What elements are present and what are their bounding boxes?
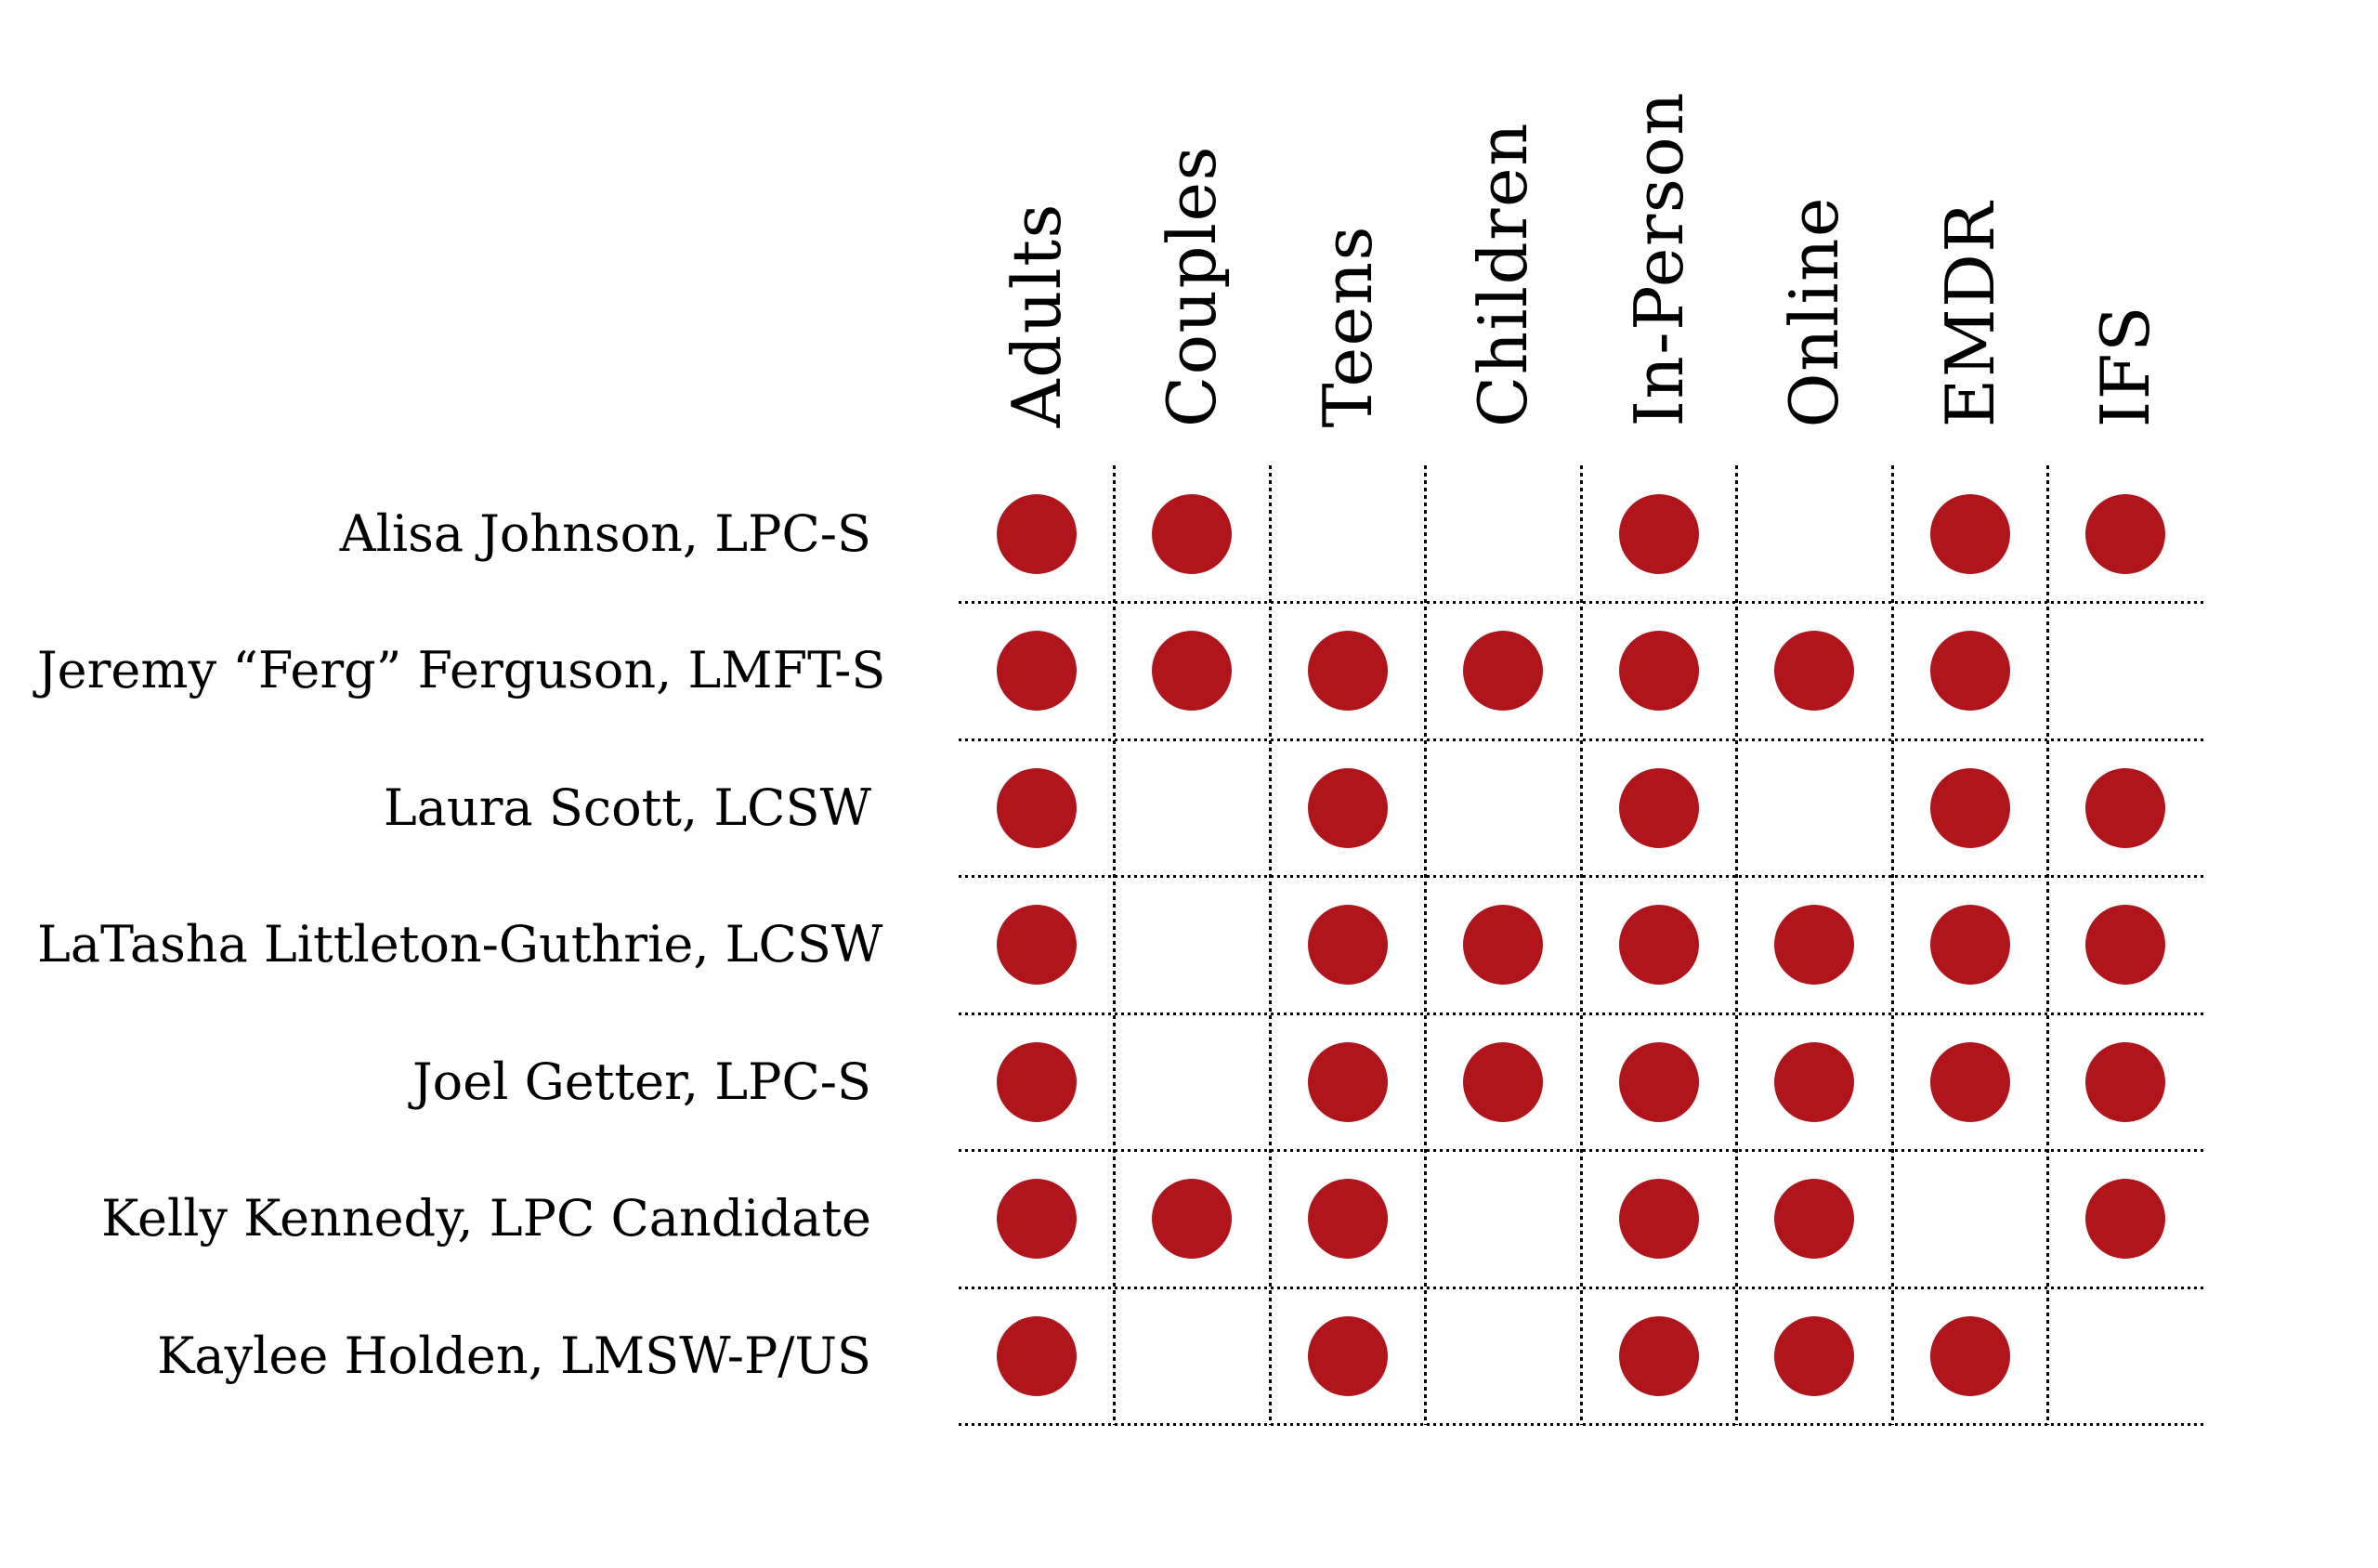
service-dot [1774,1315,1855,1396]
row-separator-line [959,601,2203,604]
service-dot [1307,1041,1388,1122]
row-separator-line [959,1012,2203,1015]
service-dot [1307,1315,1388,1396]
column-header-label: Children [1464,121,1543,427]
column-header-label: IFS [2086,304,2165,427]
row-label: Alisa Johnson, LPC-S [339,503,871,563]
column-separator-line [1424,465,1427,1425]
column-separator-line [1268,465,1272,1425]
service-dot [2085,1041,2166,1122]
service-dot [1618,1041,1699,1122]
service-dot [1307,1179,1388,1260]
service-dot [1774,631,1855,712]
service-dot [1307,767,1388,848]
column-header: EMDR [1892,28,2048,427]
service-dot [996,1315,1077,1396]
service-dot [1929,767,2010,848]
row-label: Kelly Kennedy, LPC Candidate [101,1189,871,1248]
column-separator-line [1579,465,1583,1425]
service-dot [1307,905,1388,986]
service-dot [1618,493,1699,574]
service-dot [1152,493,1233,574]
column-header: Couples [1115,28,1271,427]
service-dot [996,1041,1077,1122]
service-dot [1463,631,1544,712]
row-label: Jeremy “Ferg” Ferguson, LMFT-S [37,641,886,700]
service-dot [1929,1315,2010,1396]
service-dot [1618,1179,1699,1260]
column-header-label: Adults [997,202,1076,427]
service-dot [1929,1041,2010,1122]
column-header: Children [1426,28,1582,427]
service-dot [1929,905,2010,986]
row-label: Joel Getter, LPC-S [412,1052,871,1111]
service-dot [1463,1041,1544,1122]
service-dot [1618,1315,1699,1396]
service-dot [1618,905,1699,986]
column-header: In-Person [1581,28,1737,427]
service-dot [1618,631,1699,712]
row-separator-line [959,1423,2203,1426]
service-dot [996,767,1077,848]
row-separator-line [959,738,2203,741]
service-dot [2085,905,2166,986]
service-dot [2085,767,2166,848]
row-separator-line [959,1286,2203,1289]
service-dot [1618,767,1699,848]
column-header: Online [1737,28,1893,427]
service-dot [1152,631,1233,712]
column-header: Adults [959,28,1115,427]
column-separator-line [1890,465,1894,1425]
row-label: Kaylee Holden, LMSW-P/US [157,1326,871,1385]
service-dot [1307,631,1388,712]
row-label: Laura Scott, LCSW [383,777,871,837]
service-dot [996,1179,1077,1260]
column-header-label: Online [1775,195,1854,427]
service-dot [1774,905,1855,986]
column-separator-line [1113,465,1116,1425]
column-header-label: Teens [1308,224,1387,427]
column-header-label: Couples [1153,145,1232,427]
service-dot [2085,493,2166,574]
column-header: Teens [1270,28,1426,427]
service-dot [1929,631,2010,712]
column-separator-line [2046,465,2049,1425]
service-dot [996,631,1077,712]
service-dot [2085,1179,2166,1260]
service-dot [1463,905,1544,986]
row-separator-line [959,875,2203,878]
row-separator-line [959,1149,2203,1152]
service-dot [996,905,1077,986]
column-header-label: In-Person [1619,91,1698,427]
service-dot [1774,1041,1855,1122]
column-header: IFS [2048,28,2204,427]
service-dot [1929,493,2010,574]
service-dot [996,493,1077,574]
service-dot [1774,1179,1855,1260]
column-header-label: EMDR [1930,200,2009,427]
row-label: LaTasha Littleton-Guthrie, LCSW [37,915,883,974]
service-dot [1152,1179,1233,1260]
column-separator-line [1735,465,1738,1425]
